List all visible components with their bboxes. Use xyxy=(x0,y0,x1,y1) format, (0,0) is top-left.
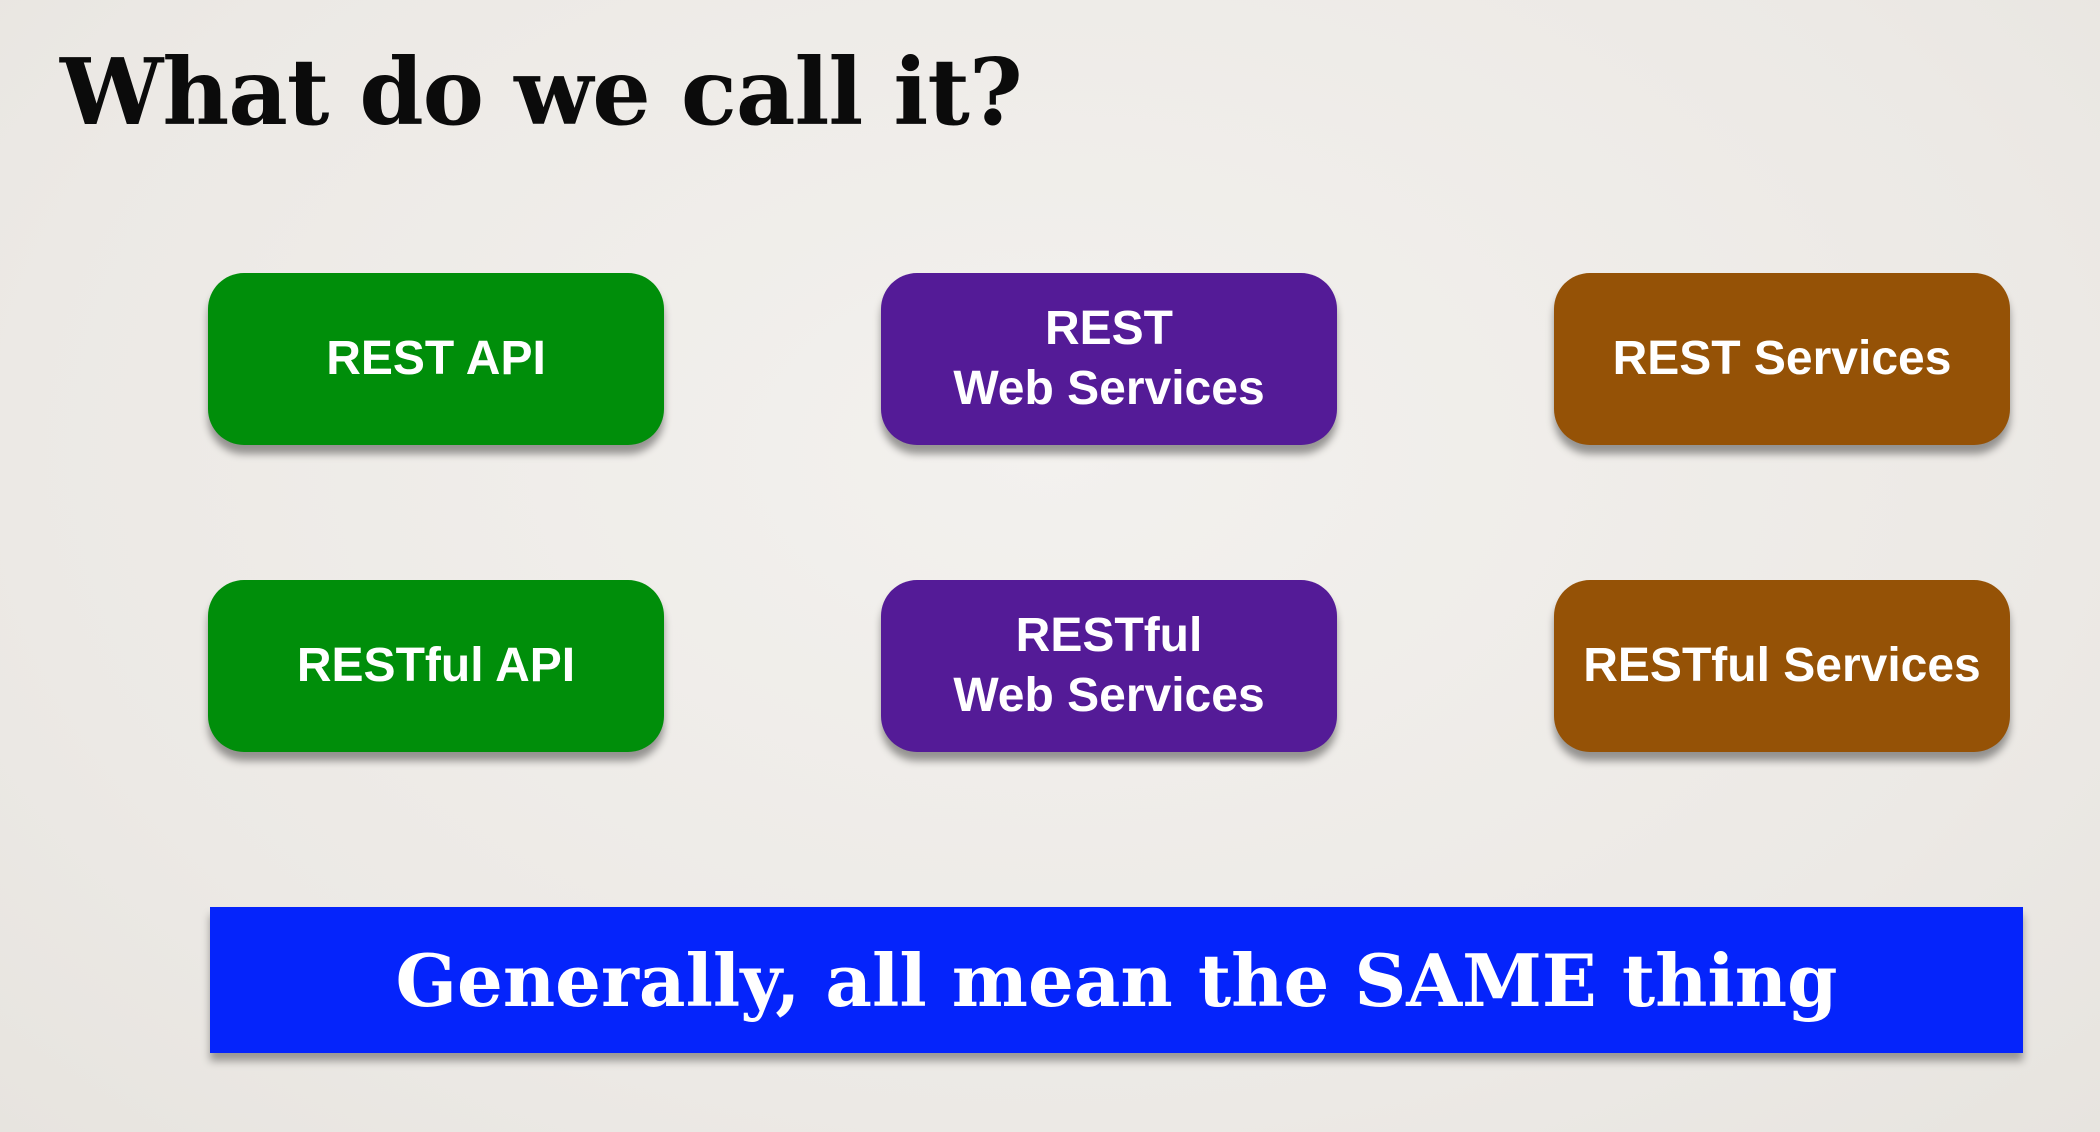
term-rest-api: REST API xyxy=(208,273,664,445)
term-label-line-2: Web Services xyxy=(953,669,1265,722)
slide-title: What do we call it? xyxy=(60,38,1023,146)
term-label: RESTful API xyxy=(296,639,576,692)
term-label-line-2: Web Services xyxy=(953,362,1265,415)
term-restful-web-services: RESTful Web Services xyxy=(881,580,1337,752)
conclusion-text: Generally, all mean the SAME thing xyxy=(395,937,1838,1023)
conclusion-banner: Generally, all mean the SAME thing xyxy=(210,907,2023,1053)
term-label-line-1: RESTful xyxy=(1015,609,1203,662)
term-label-line-1: REST xyxy=(1044,302,1173,355)
term-restful-api: RESTful API xyxy=(208,580,664,752)
term-label: REST API xyxy=(326,332,546,385)
term-restful-services: RESTful Services xyxy=(1554,580,2010,752)
term-label: REST Services xyxy=(1612,332,1952,385)
term-rest-services: REST Services xyxy=(1554,273,2010,445)
term-rest-web-services: REST Web Services xyxy=(881,273,1337,445)
term-label: RESTful Services xyxy=(1583,639,1981,692)
